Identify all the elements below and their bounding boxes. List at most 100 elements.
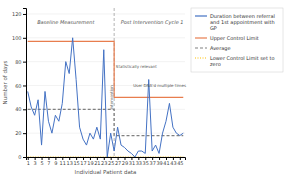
- legend: Duration between referraland 1st appoint…: [191, 8, 283, 72]
- tick-label: 27: [115, 160, 121, 166]
- tick: 19: [87, 157, 93, 166]
- tick-label: 29: [122, 160, 128, 166]
- legend-label: Upper Control Limit: [210, 35, 259, 42]
- legend-item: Lower Control Limit set tozero: [195, 55, 274, 67]
- section-title: Baseline Measurement: [37, 19, 95, 25]
- tick-label: 45: [177, 160, 183, 166]
- tick: 41: [163, 157, 169, 166]
- tick: 35: [143, 157, 149, 166]
- tick: 0: [18, 154, 26, 160]
- tick-label: 35: [143, 160, 149, 166]
- tick: 9: [54, 157, 57, 166]
- grid-line: [26, 133, 185, 134]
- tick: 39: [156, 157, 162, 166]
- tick: 60: [15, 83, 26, 89]
- legend-frame: [191, 8, 283, 72]
- tick-mark: [23, 62, 26, 63]
- tick-label: 19: [87, 160, 93, 166]
- tick-label: 11: [60, 160, 66, 166]
- tick-mark: [23, 157, 26, 158]
- tick: 17: [80, 157, 86, 166]
- tick-label: 43: [170, 160, 176, 166]
- series-line: [28, 156, 184, 157]
- y-axis: 0 20 40 60 80 100 120: [12, 9, 27, 161]
- tick: 5: [40, 157, 43, 166]
- tick-mark: [23, 38, 26, 39]
- legend-label: Duration between referraland 1st appoint…: [210, 13, 275, 31]
- tick: 21: [94, 157, 100, 166]
- tick-label: 17: [80, 160, 86, 166]
- tick-label: 21: [94, 160, 100, 166]
- tick-label: 31: [129, 160, 135, 166]
- tick: 20: [15, 130, 26, 136]
- axis-line: [23, 9, 27, 158]
- tick: 33: [136, 157, 142, 166]
- tick: 37: [149, 157, 155, 166]
- tick-label: 1: [27, 160, 30, 166]
- tick-label: 0: [18, 154, 21, 160]
- tick: 40: [15, 106, 26, 112]
- tick: 80: [15, 59, 26, 65]
- legend-label: Lower Control Limit set tozero: [210, 55, 274, 67]
- legend-item: Duration between referraland 1st appoint…: [195, 13, 275, 31]
- tick: 120: [12, 11, 26, 17]
- series-line: [28, 38, 184, 157]
- tick-label: 13: [67, 160, 73, 166]
- tick: 15: [73, 157, 79, 166]
- legend-label-line: Upper Control Limit: [210, 35, 259, 42]
- legend-item: Average: [195, 45, 231, 52]
- y-axis-title: Number of days: [2, 60, 9, 104]
- tick: 45: [177, 157, 183, 166]
- tick-label: 25: [108, 160, 114, 166]
- tick: 25: [108, 157, 114, 166]
- tick-mark: [23, 14, 26, 15]
- tick-label: 9: [54, 160, 57, 166]
- tick-label: 33: [136, 160, 142, 166]
- x-axis: 1357911131517192123252729313335373941434…: [27, 157, 186, 166]
- grid-line: [26, 37, 185, 38]
- x-axis-title: Individual Patient data: [75, 169, 137, 175]
- tick: 1: [27, 157, 30, 166]
- tick: 7: [47, 157, 50, 166]
- tick-label: 60: [15, 83, 21, 89]
- tick-mark: [23, 109, 26, 110]
- tick: 31: [129, 157, 135, 166]
- tick: 3: [34, 157, 37, 166]
- tick: 27: [115, 157, 121, 166]
- tick: 100: [12, 35, 26, 41]
- legend-swatch: [195, 37, 207, 38]
- legend-swatch: [195, 15, 207, 16]
- tick-label: 100: [12, 35, 22, 41]
- annotations: Intervention Statistically relevant User D…: [37, 19, 186, 110]
- tick: 23: [101, 157, 107, 166]
- plot: 1357911131517192123252729313335373941434…: [12, 8, 186, 166]
- tick-label: 39: [156, 160, 162, 166]
- legend-label-line: GP: [210, 25, 217, 31]
- legend-label-line: Average: [210, 45, 231, 52]
- legend-swatch: [195, 57, 207, 58]
- tick-label: 120: [12, 11, 22, 17]
- tick-label: 37: [149, 160, 155, 166]
- annotation: Statistically relevant: [116, 64, 157, 69]
- tick: 29: [122, 157, 128, 166]
- tick-label: 40: [15, 106, 21, 112]
- tick-label: 20: [15, 130, 21, 136]
- legend-label: Average: [210, 45, 231, 52]
- chart: 1357911131517192123252729313335373941434…: [0, 0, 285, 177]
- tick-mark: [23, 85, 26, 86]
- legend-label-line: zero: [210, 61, 221, 67]
- intervention-label: Intervention: [109, 85, 114, 110]
- tick: 13: [67, 157, 73, 166]
- tick-label: 41: [163, 160, 169, 166]
- grid-line: [26, 61, 185, 62]
- section-title: Post Intervention Cycle 1: [121, 19, 184, 26]
- legend-item: Upper Control Limit: [195, 35, 259, 42]
- legend-label-line: and 1st appointment with: [210, 19, 275, 26]
- tick-label: 3: [34, 160, 37, 166]
- annotation: User DNA'd multiple times: [133, 83, 186, 88]
- tick-label: 80: [15, 59, 21, 65]
- tick-label: 5: [40, 160, 43, 166]
- grid: [26, 14, 185, 157]
- tick-label: 15: [73, 160, 79, 166]
- grid-line: [26, 13, 185, 14]
